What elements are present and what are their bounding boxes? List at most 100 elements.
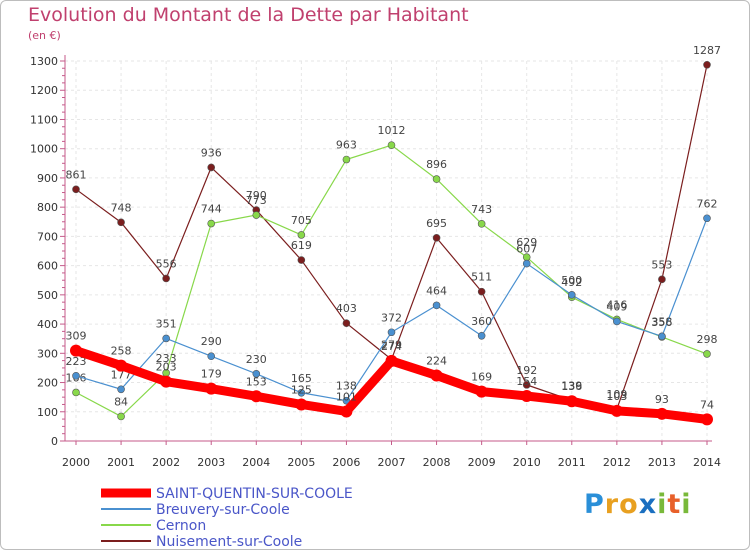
data-label: 896 <box>426 158 447 171</box>
data-point <box>610 404 623 417</box>
data-point <box>205 382 218 395</box>
logo-letter: r <box>604 489 620 520</box>
logo-letter: i <box>657 489 668 520</box>
data-label: 936 <box>201 146 222 159</box>
x-tick-label: 2011 <box>558 456 586 469</box>
y-tick-label: 700 <box>37 230 58 243</box>
data-point <box>207 163 216 172</box>
data-label: 169 <box>471 371 492 384</box>
series-cernon: 1668423374477370596310128967436294924163… <box>66 124 718 421</box>
data-label: 695 <box>426 217 447 230</box>
data-label: 233 <box>156 352 177 365</box>
data-label: 279 <box>381 338 402 351</box>
data-point <box>477 287 486 296</box>
x-tick-label: 2004 <box>242 456 270 469</box>
data-point <box>72 388 80 397</box>
data-point <box>117 412 125 421</box>
y-tick-label: 200 <box>37 377 58 390</box>
data-point <box>432 234 441 242</box>
legend-label: SAINT-QUENTIN-SUR-COOLE <box>156 486 353 502</box>
y-tick-label: 400 <box>37 318 58 331</box>
data-label: 192 <box>516 364 537 377</box>
data-label: 153 <box>246 375 267 388</box>
x-tick-label: 2013 <box>648 456 676 469</box>
x-tick-label: 2005 <box>287 456 315 469</box>
data-label: 464 <box>426 284 447 297</box>
data-point <box>703 214 711 223</box>
legend-label: Nuisement-sur-Coole <box>156 534 302 550</box>
data-point <box>432 175 441 183</box>
data-point <box>385 354 398 367</box>
legend-label: Breuvery-sur-Coole <box>156 502 290 518</box>
y-tick-label: 300 <box>37 347 58 360</box>
data-label: 790 <box>246 189 267 202</box>
data-point <box>477 220 486 228</box>
proxiti-logo: Proxiti <box>584 489 692 520</box>
x-tick-label: 2014 <box>693 456 721 469</box>
data-label: 298 <box>697 333 718 346</box>
data-point <box>701 413 713 426</box>
data-label: 165 <box>291 372 312 385</box>
logo-letter: i <box>681 489 692 520</box>
logo-letter: o <box>619 489 639 520</box>
legend-label: Cernon <box>156 518 206 534</box>
data-point <box>565 395 578 408</box>
data-label: 963 <box>336 139 357 152</box>
data-point <box>117 385 125 394</box>
data-point <box>703 60 711 69</box>
data-point <box>252 211 261 219</box>
data-point <box>162 334 170 343</box>
data-label: 748 <box>111 201 132 214</box>
logo-letter: t <box>667 489 682 520</box>
data-label: 136 <box>561 380 582 393</box>
data-label: 500 <box>561 274 582 287</box>
data-label: 511 <box>471 271 492 284</box>
data-label: 274 <box>381 340 402 353</box>
data-label: 223 <box>66 355 87 368</box>
data-label: 556 <box>156 257 177 270</box>
y-tick-label: 1000 <box>30 143 58 156</box>
series-saint-quentin-sur-coole: 309 258 203 179 153 125 101 274 224 169 154 136 103 9… <box>66 330 714 426</box>
x-tick-label: 2007 <box>378 456 406 469</box>
data-point <box>477 331 486 340</box>
data-label: 403 <box>336 302 357 315</box>
data-label: 230 <box>246 353 267 366</box>
data-label: 372 <box>381 311 402 324</box>
data-point <box>522 381 531 389</box>
y-tick-label: 900 <box>37 172 58 185</box>
x-tick-label: 2010 <box>513 456 541 469</box>
series-breuvery-sur-coole: 2231773512902301651383724643606075004093… <box>66 197 718 405</box>
data-point <box>342 155 351 164</box>
data-label: 762 <box>697 197 718 210</box>
data-point <box>387 141 396 149</box>
x-tick-label: 2008 <box>423 456 451 469</box>
chart-title: Evolution du Montant de la Dette par Hab… <box>28 4 469 26</box>
data-point <box>160 375 173 388</box>
data-point <box>252 369 261 378</box>
data-label: 360 <box>471 315 492 328</box>
data-label: 93 <box>655 393 669 406</box>
data-point <box>432 301 441 310</box>
data-label: 258 <box>111 345 132 358</box>
data-label: 619 <box>291 239 312 252</box>
x-tick-label: 2000 <box>62 456 90 469</box>
data-label: 1287 <box>693 44 721 57</box>
chart-subtitle: (en €) <box>28 29 61 42</box>
data-label: 705 <box>291 214 312 227</box>
data-label: 109 <box>606 388 627 401</box>
data-label: 203 <box>156 361 177 374</box>
y-tick-label: 800 <box>37 201 58 214</box>
data-point <box>207 352 216 361</box>
data-point <box>250 390 263 403</box>
data-label: 773 <box>246 194 267 207</box>
data-label: 74 <box>700 398 714 411</box>
data-point <box>207 219 216 228</box>
data-point <box>520 389 533 402</box>
data-label: 154 <box>516 375 537 388</box>
data-point <box>703 350 711 358</box>
x-tick-label: 2001 <box>107 456 135 469</box>
data-point <box>340 405 353 418</box>
data-label: 744 <box>201 203 222 216</box>
data-point <box>72 372 80 380</box>
data-point <box>162 274 170 283</box>
